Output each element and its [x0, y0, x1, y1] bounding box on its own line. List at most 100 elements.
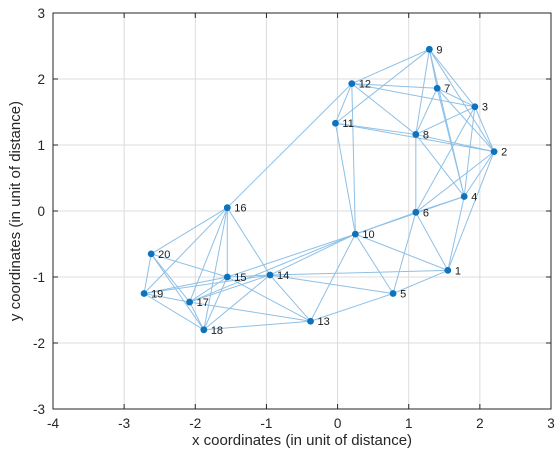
edge-10-1	[355, 233, 449, 271]
nodes	[140, 45, 498, 334]
grid	[52, 12, 552, 410]
x-tick-label: 0	[334, 416, 342, 431]
y-tick-label: 1	[37, 138, 45, 153]
edge-5-13	[310, 293, 394, 322]
node-label-17: 17	[197, 297, 209, 309]
edge-14-15	[227, 274, 271, 278]
node-4	[460, 193, 468, 200]
edge-14-18	[203, 274, 271, 331]
x-tick-labels: -4 -3 -2 -1 0 1 2 3	[47, 416, 555, 431]
node-9	[425, 45, 433, 53]
node-label-11: 11	[342, 118, 353, 130]
node-20	[147, 250, 155, 258]
x-tick-label: -4	[47, 416, 59, 431]
node-label-1: 1	[455, 265, 461, 277]
edge-12-7	[351, 83, 438, 89]
y-tick-label: -1	[33, 270, 45, 285]
node-label-9: 9	[436, 44, 442, 56]
x-tick-label: -1	[260, 416, 272, 431]
edge-16-19	[143, 207, 228, 294]
x-axis-label: x coordinates (in unit of distance)	[192, 432, 412, 449]
edge-2-4	[463, 151, 495, 197]
node-1	[444, 267, 452, 274]
edge-12-8	[351, 83, 417, 135]
edge-14-19	[143, 274, 271, 294]
node-3	[471, 103, 479, 111]
edge-20-18	[150, 253, 205, 331]
edge-17-18	[189, 301, 205, 331]
edge-10-14	[269, 233, 356, 276]
node-7	[433, 84, 441, 92]
node-18	[200, 326, 208, 334]
edge-11-10	[334, 123, 356, 235]
node-label-19: 19	[151, 289, 163, 301]
edge-12-16	[226, 83, 353, 209]
y-tick-label: -3	[33, 402, 45, 417]
edge-3-4	[463, 106, 476, 197]
node-label-7: 7	[444, 83, 450, 95]
node-10	[351, 230, 359, 238]
edge-8-2	[415, 133, 495, 153]
y-tick-label: 0	[37, 204, 45, 219]
edge-15-20	[151, 253, 228, 278]
edge-20-19	[143, 253, 152, 294]
node-6	[412, 208, 420, 216]
node-label-8: 8	[423, 129, 429, 141]
edge-11-8	[335, 122, 416, 135]
node-label-15: 15	[234, 272, 246, 284]
edge-9-12	[351, 48, 430, 85]
node-label-12: 12	[359, 79, 371, 91]
edge-5-14	[269, 274, 394, 294]
edge-9-3	[428, 48, 476, 108]
node-label-14: 14	[277, 270, 289, 282]
node-label-20: 20	[158, 249, 170, 261]
edge-2-6	[415, 151, 495, 213]
node-12	[348, 80, 356, 88]
edge-7-2	[436, 87, 495, 152]
node-label-3: 3	[482, 102, 488, 114]
node-label-10: 10	[362, 229, 374, 241]
edge-7-3	[436, 87, 476, 108]
edge-8-4	[415, 134, 465, 197]
edges	[143, 48, 495, 331]
y-tick-labels: -3 -2 -1 0 1 2 3	[33, 6, 45, 417]
node-label-16: 16	[234, 203, 246, 215]
edge-1-14	[269, 269, 448, 276]
edge-13-14	[269, 274, 311, 322]
node-label-5: 5	[400, 289, 406, 301]
edge-9-8	[415, 49, 430, 135]
edge-20-17	[150, 253, 190, 303]
x-tick-label: -2	[189, 416, 201, 431]
node-label-4: 4	[471, 191, 477, 203]
node-label-6: 6	[423, 207, 429, 219]
edge-16-18	[203, 207, 228, 330]
edge-12-3	[351, 83, 475, 108]
edge-12-11	[334, 83, 353, 124]
y-axis-label: y coordinates (in unit of distance)	[7, 101, 24, 321]
edge-10-15	[227, 233, 356, 278]
edge-19-17	[143, 293, 190, 303]
x-tick-label: -3	[118, 416, 130, 431]
node-5	[389, 290, 397, 297]
edge-4-1	[447, 196, 465, 271]
node-19	[140, 290, 148, 297]
edge-14-16	[226, 207, 271, 276]
edge-3-2	[474, 106, 495, 152]
edge-12-10	[351, 83, 356, 235]
edge-19-18	[143, 293, 205, 331]
node-label-13: 13	[318, 316, 330, 328]
edge-15-17	[189, 276, 228, 303]
edge-7-8	[415, 88, 438, 135]
edge-15-19	[143, 276, 228, 294]
edge-2-1	[447, 151, 495, 271]
edge-1-5	[392, 269, 449, 294]
node-16	[223, 204, 231, 212]
edge-10-5	[354, 233, 394, 294]
edge-3-8	[415, 106, 476, 135]
edge-6-1	[415, 212, 449, 271]
x-tick-label: 2	[476, 416, 484, 431]
node-label-2: 2	[501, 147, 507, 159]
